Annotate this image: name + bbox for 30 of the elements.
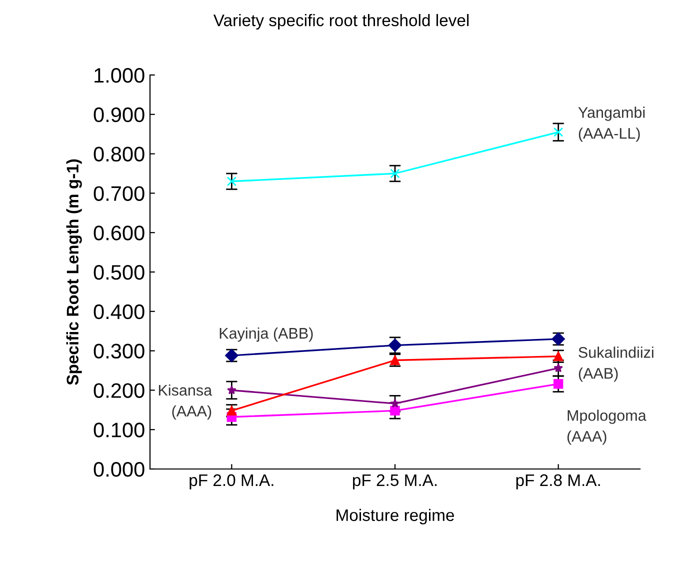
y-tick-label: 0.800 (94, 146, 144, 162)
y-tick-label: 1.000 (94, 68, 144, 83)
series-label: Kayinja (ABB) (220, 327, 313, 342)
x-tick-label: pF 2.0 M.A. (190, 474, 274, 490)
point (226, 176, 237, 186)
y-tick-label: 0.000 (94, 462, 144, 477)
point (227, 385, 236, 394)
x-tick-label: pF 2.5 M.A. (353, 474, 437, 490)
series-label: Kisansa (AAA) (158, 384, 212, 420)
y-tick-label: 0.600 (94, 226, 144, 240)
point (553, 379, 564, 389)
y-axis-title: Specific Root Length (m g-1) (66, 159, 82, 385)
series-label: Yangambi (AAA-LL) (578, 106, 645, 142)
chart-title: Variety specific root threshold level (213, 14, 469, 30)
point (390, 168, 400, 178)
point (554, 363, 563, 372)
x-tick-label: pF 2.8 M.A. (516, 474, 600, 490)
y-tick-label: 0.300 (94, 344, 144, 359)
point (390, 406, 400, 416)
series-label: Sukalindiizi (AAB) (578, 346, 654, 382)
y-tick-label: 0.100 (94, 422, 144, 438)
y-tick-label: 0.900 (94, 107, 144, 122)
y-tick-label: 0.200 (94, 383, 144, 398)
y-tick-label: 0.700 (94, 186, 144, 201)
x-axis-title: Moisture regime (336, 508, 454, 524)
y-tick-label: 0.400 (94, 304, 144, 320)
point (553, 127, 564, 137)
point (390, 398, 400, 408)
y-tick-label: 0.500 (94, 265, 144, 280)
series-label: Mpologoma (AAA) (567, 410, 646, 445)
